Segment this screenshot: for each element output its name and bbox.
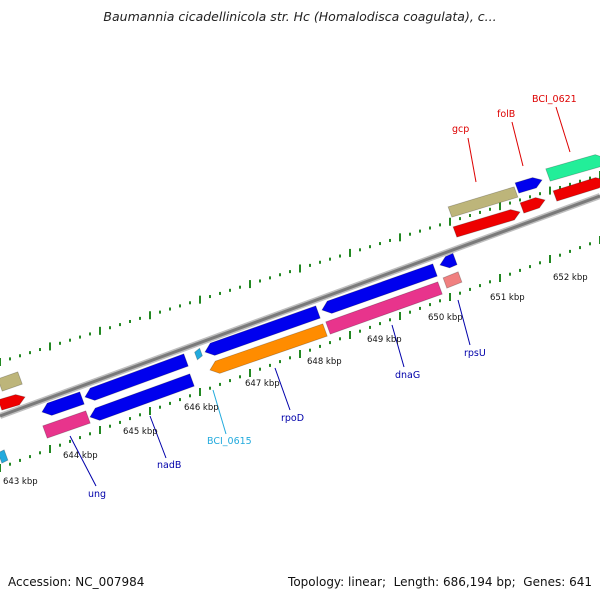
gene-features <box>0 154 600 464</box>
gene-leader <box>149 415 167 459</box>
scale-label: 644 kbp <box>63 451 98 461</box>
gene-nadB <box>89 373 195 421</box>
length-value: 686,194 bp <box>442 575 512 589</box>
gene-bci0621 <box>545 154 600 182</box>
scale-ticks <box>0 171 600 472</box>
length-label: Length: <box>393 575 440 589</box>
gene-label: dnaG <box>395 370 420 381</box>
labels: 643 kbp 644 kbp 645 kbp 646 kbp 647 kbp 648 k… <box>3 94 588 500</box>
gene-leader <box>69 435 97 487</box>
gene-blue-b <box>84 353 189 401</box>
gene-leader <box>457 299 471 346</box>
scale-label: 649 kbp <box>367 335 402 345</box>
page-title: Baumannia cicadellinicola str. Hc (Homal… <box>103 9 497 24</box>
gene-leader <box>274 367 291 411</box>
gene-folB <box>514 177 543 194</box>
gene-dnaG <box>325 281 443 335</box>
gene-pink-a <box>42 410 91 439</box>
scale-label: 652 kbp <box>553 273 588 283</box>
gene-label: BCI_0621 <box>532 94 577 105</box>
scale-label: 646 kbp <box>184 403 219 413</box>
accession-label: Accession: <box>8 575 72 589</box>
gene-blue-e <box>439 252 458 269</box>
gene-label: rpsU <box>464 348 486 359</box>
scale-label: 648 kbp <box>307 357 342 367</box>
backbone <box>0 193 600 419</box>
gene-cyan-left <box>0 449 9 464</box>
gene-leader <box>511 121 524 167</box>
gene-label: rpoD <box>281 413 304 424</box>
gene-label: ung <box>88 489 106 500</box>
scale-label: 645 kbp <box>123 427 158 437</box>
backbone-line <box>0 194 600 418</box>
gene-blue-d <box>321 263 438 314</box>
genes-label: Genes: <box>523 575 566 589</box>
gene-blue-a <box>41 391 85 416</box>
gene-label: BCI_0615 <box>207 436 252 447</box>
gene-red-left <box>0 394 26 411</box>
gene-rpoD <box>209 323 328 374</box>
gene-red-3 <box>552 177 600 202</box>
scale-label: 647 kbp <box>245 379 280 389</box>
accession-value: NC_007984 <box>75 575 145 589</box>
gene-label: gcp <box>452 124 469 135</box>
scale-label: 643 kbp <box>3 477 38 487</box>
genes-value: 641 <box>569 575 592 589</box>
summary-text: Topology: linear; Length: 686,194 bp; Ge… <box>288 575 592 589</box>
gene-olive-left <box>0 371 23 392</box>
gene-leader <box>555 106 571 153</box>
scale-label: 650 kbp <box>428 313 463 323</box>
topology-value: linear <box>348 575 382 589</box>
gene-label: nadB <box>157 460 181 471</box>
gene-bci0615 <box>194 347 203 361</box>
scale-label: 651 kbp <box>490 293 525 303</box>
gene-gcp <box>447 186 519 218</box>
topology-label: Topology: <box>288 575 345 589</box>
gene-leader <box>467 137 477 183</box>
gene-rpsU <box>442 271 463 289</box>
gene-leaders <box>69 106 571 487</box>
accession-text: Accession: NC_007984 <box>8 575 144 589</box>
gene-label: folB <box>497 109 515 120</box>
gene-red-2 <box>519 197 546 214</box>
gene-blue-c <box>204 305 321 356</box>
gene-leader <box>212 389 227 435</box>
gene-leader <box>391 324 405 368</box>
gene-red-1 <box>452 209 521 238</box>
